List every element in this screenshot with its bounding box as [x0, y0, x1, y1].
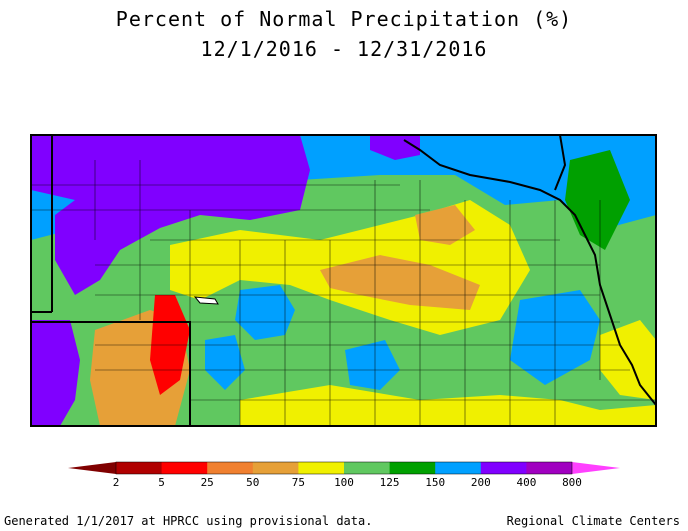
region-blue-west [205, 335, 245, 390]
legend-tick-label: 50 [246, 476, 259, 489]
legend-tick-label: 25 [201, 476, 214, 489]
region-orange-north [415, 205, 475, 245]
state-boundaries [31, 135, 656, 426]
region-purple-northwest [31, 135, 310, 295]
legend-swatch [480, 462, 527, 474]
legend-swatch [252, 462, 299, 474]
legend-swatch [526, 462, 573, 474]
map-frame [30, 134, 657, 427]
legend-swatch [389, 462, 436, 474]
legend-bar-frame [115, 461, 573, 475]
footer-generated: Generated 1/1/2017 at HPRCC using provis… [4, 514, 373, 528]
legend-tick-label: 2 [113, 476, 120, 489]
region-green-east [565, 150, 630, 250]
region-yellow-south [240, 385, 656, 426]
legend-tick-label: 400 [516, 476, 536, 489]
lake [193, 296, 219, 305]
legend-tick-label: 150 [425, 476, 445, 489]
legend-swatch [207, 462, 254, 474]
legend-tick-label: 100 [334, 476, 354, 489]
footer-credit: Regional Climate Centers [506, 514, 680, 528]
legend-swatch [435, 462, 482, 474]
legend-low-arrow [68, 462, 116, 474]
legend-tick-label: 125 [380, 476, 400, 489]
legend-swatch [298, 462, 345, 474]
legend-tick-label: 5 [158, 476, 165, 489]
region-blue-south-central [345, 340, 400, 390]
legend-tick-label: 800 [562, 476, 582, 489]
county-boundaries [31, 160, 656, 426]
legend-tick-label: 200 [471, 476, 491, 489]
region-purple-southwest [31, 320, 80, 426]
legend-swatch [161, 462, 208, 474]
legend-high-arrow [572, 462, 620, 474]
region-blue-central-west [235, 285, 295, 340]
map-date-range: 12/1/2016 - 12/31/2016 [200, 37, 488, 61]
legend-tick-label: 75 [292, 476, 305, 489]
legend-swatch [344, 462, 391, 474]
region-orange-central [320, 255, 480, 310]
map-title: Percent of Normal Precipitation (%) [115, 7, 573, 31]
legend-swatch [116, 462, 163, 474]
